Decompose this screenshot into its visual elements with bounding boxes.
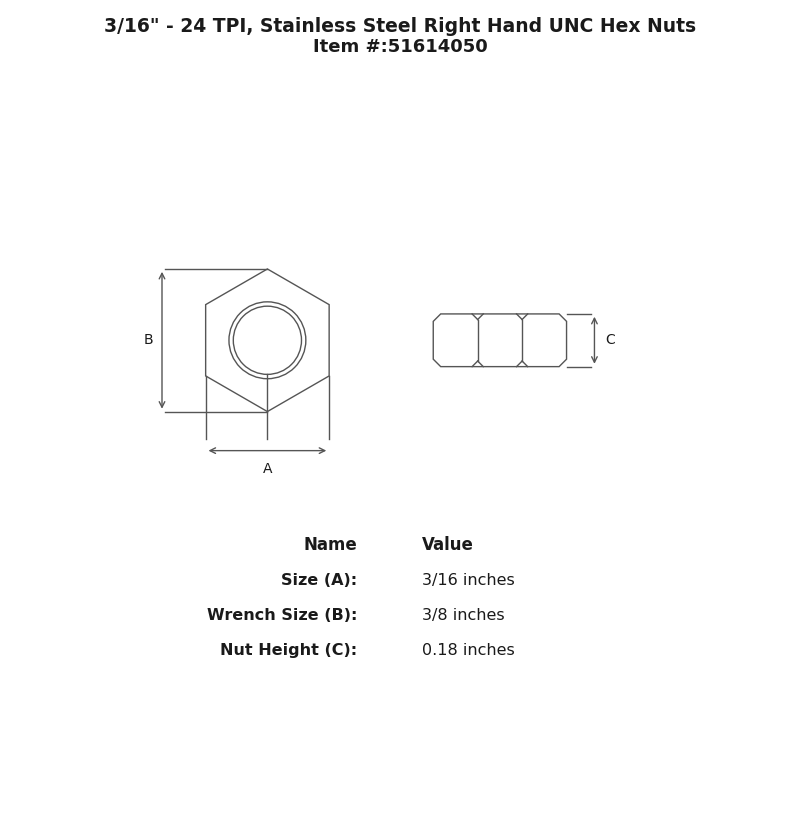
Text: Wrench Size (B):: Wrench Size (B): [207,608,358,623]
Text: 3/16 inches: 3/16 inches [422,573,515,588]
Text: Size (A):: Size (A): [281,573,358,588]
Text: 3/16" - 24 TPI, Stainless Steel Right Hand UNC Hex Nuts: 3/16" - 24 TPI, Stainless Steel Right Ha… [104,17,696,37]
Text: 0.18 inches: 0.18 inches [422,643,515,659]
Text: C: C [606,333,615,347]
Text: Nut Height (C):: Nut Height (C): [220,643,358,659]
Text: B: B [143,333,153,347]
Text: Name: Name [303,536,358,554]
Text: Item #:51614050: Item #:51614050 [313,38,487,56]
Text: 3/8 inches: 3/8 inches [422,608,505,623]
Text: A: A [262,462,272,476]
Text: Value: Value [422,536,474,554]
